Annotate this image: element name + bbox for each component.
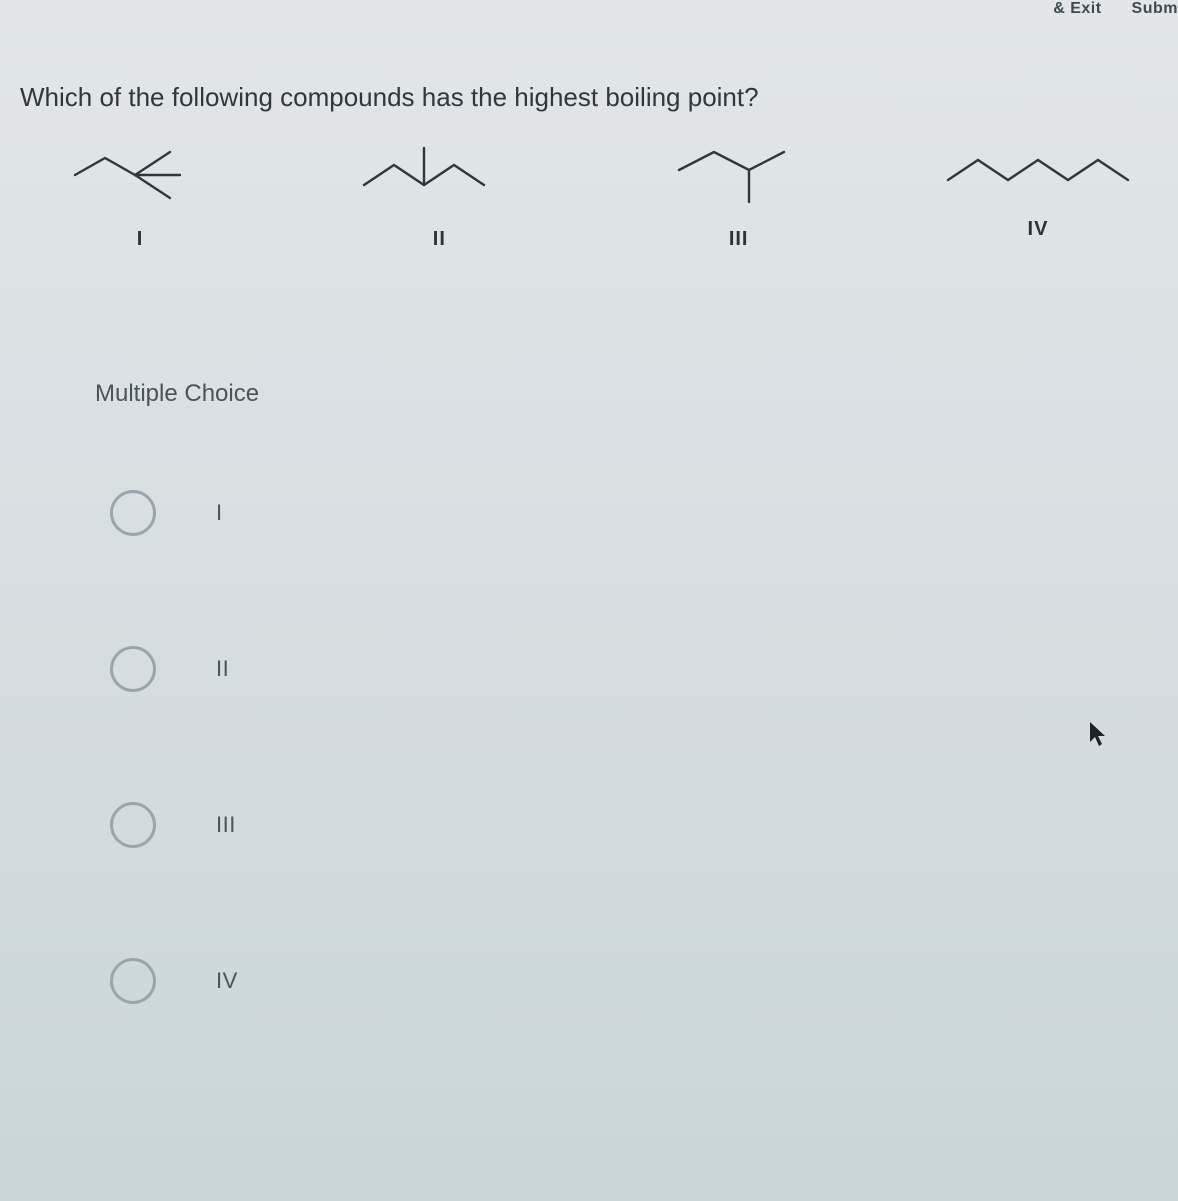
- radio-1[interactable]: [110, 490, 156, 536]
- choice-4[interactable]: IV: [110, 958, 238, 1004]
- structure-2-svg: [354, 140, 524, 210]
- structure-1-label: I: [137, 228, 144, 251]
- radio-4[interactable]: [110, 958, 156, 1004]
- top-bar-partial: & Exit Subm: [798, 0, 1178, 20]
- structure-4-label: IV: [1028, 218, 1049, 241]
- structure-1: I: [20, 140, 260, 251]
- structures-row: I II III: [20, 140, 1158, 280]
- choice-3[interactable]: III: [110, 802, 238, 848]
- quiz-page: & Exit Subm Which of the following compo…: [0, 0, 1178, 1201]
- structure-2: II: [319, 140, 559, 251]
- save-exit-fragment[interactable]: & Exit: [1053, 0, 1101, 18]
- choice-2-label: II: [216, 656, 229, 682]
- radio-3[interactable]: [110, 802, 156, 848]
- choices-list: I II III IV: [110, 490, 238, 1004]
- choice-3-label: III: [216, 812, 236, 838]
- question-area: Which of the following compounds has the…: [20, 80, 1158, 115]
- radio-2[interactable]: [110, 646, 156, 692]
- cursor-icon: [1088, 720, 1108, 748]
- choice-1-label: I: [216, 500, 223, 526]
- structure-4-svg: [938, 140, 1138, 200]
- structure-3-label: III: [729, 228, 749, 251]
- submit-button-fragment[interactable]: Subm: [1132, 0, 1178, 18]
- structure-4: IV: [918, 140, 1158, 241]
- choice-1[interactable]: I: [110, 490, 238, 536]
- choice-4-label: IV: [216, 968, 238, 994]
- structure-3: III: [619, 140, 859, 251]
- structure-1-svg: [65, 140, 215, 210]
- multiple-choice-heading: Multiple Choice: [95, 380, 259, 408]
- structure-3-svg: [664, 140, 814, 210]
- question-text: Which of the following compounds has the…: [20, 80, 1158, 115]
- choice-2[interactable]: II: [110, 646, 238, 692]
- structure-2-label: II: [433, 228, 446, 251]
